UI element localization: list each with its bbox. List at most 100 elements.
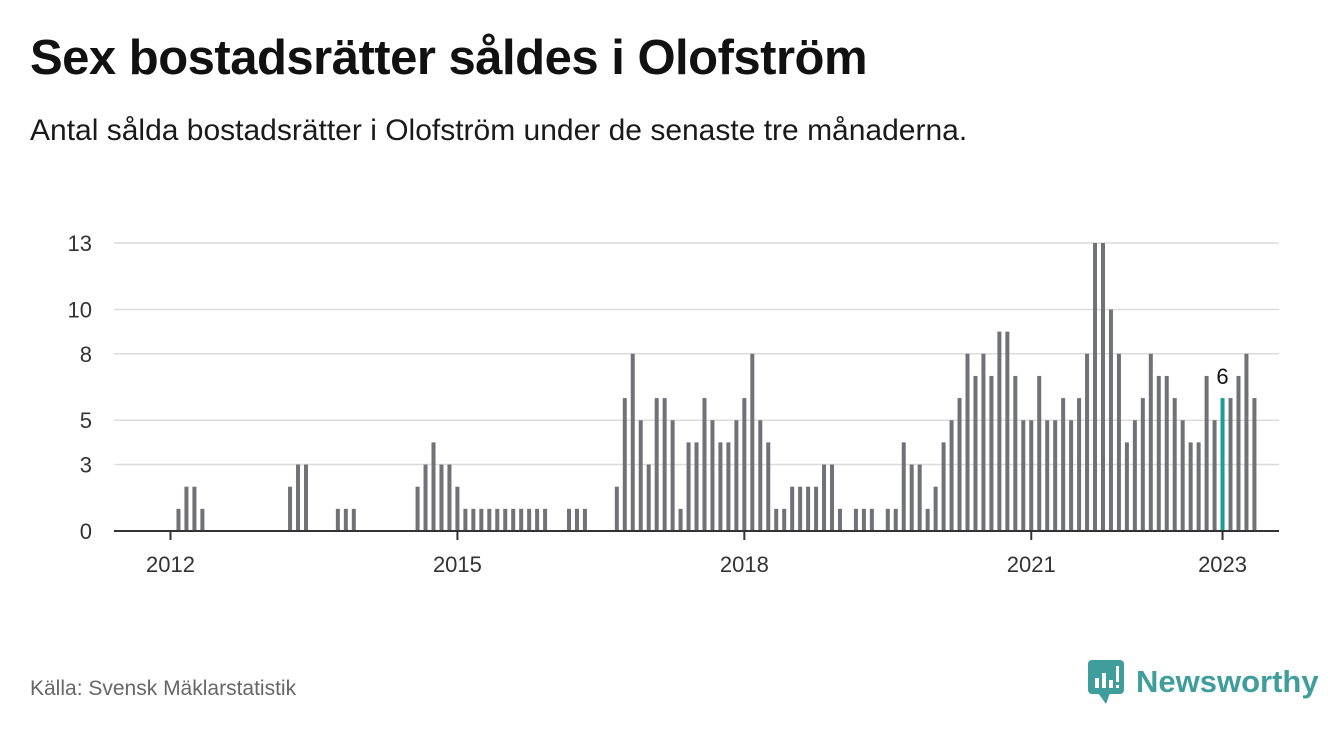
bar	[1093, 243, 1098, 531]
page-title: Sex bostadsrätter såldes i Olofström	[30, 31, 868, 85]
bar	[335, 508, 340, 531]
bar	[614, 486, 619, 531]
bar	[567, 508, 571, 531]
x-tick-label: 2015	[433, 552, 482, 577]
bar	[646, 464, 651, 531]
x-tick-label: 2023	[1198, 552, 1247, 577]
bar	[1148, 353, 1153, 531]
bar	[455, 486, 460, 531]
bar	[710, 420, 715, 531]
bar	[511, 508, 516, 531]
bar	[535, 508, 540, 531]
bar	[758, 420, 763, 531]
bar	[288, 486, 293, 531]
bar	[543, 508, 548, 531]
bar	[200, 508, 205, 531]
y-tick-label: 8	[80, 342, 92, 367]
x-tick-label: 2021	[1007, 552, 1056, 577]
bar	[949, 420, 954, 531]
bar	[1196, 442, 1201, 531]
bar	[750, 353, 755, 531]
bar	[933, 486, 938, 531]
bar	[463, 508, 468, 531]
bar	[782, 508, 787, 531]
bar	[957, 398, 962, 531]
bar	[487, 508, 492, 531]
bar	[622, 398, 627, 531]
bar	[790, 486, 795, 531]
bar	[423, 464, 428, 531]
bar	[726, 442, 731, 531]
bar	[471, 508, 476, 531]
bar	[1124, 442, 1129, 531]
bar	[686, 442, 691, 531]
bar	[798, 486, 803, 531]
bar	[917, 464, 922, 531]
bar	[343, 508, 348, 531]
y-tick-labels: 0 3 5 8 10 13	[68, 231, 92, 544]
bar	[830, 464, 835, 531]
bar	[1132, 420, 1137, 531]
bar	[1053, 420, 1058, 531]
bar	[734, 420, 739, 531]
bar	[1180, 420, 1185, 531]
bar	[1252, 398, 1257, 531]
y-tick-label: 13	[68, 231, 92, 256]
brand-name: Newsworthy	[1136, 664, 1319, 699]
bar	[582, 508, 587, 531]
bar	[853, 508, 858, 531]
bar	[1188, 442, 1193, 531]
bar	[1244, 353, 1249, 531]
bar	[503, 508, 508, 531]
bar	[925, 508, 930, 531]
bar	[893, 508, 898, 531]
bar	[439, 464, 444, 531]
bar	[869, 508, 874, 531]
bar	[638, 420, 643, 531]
bar	[415, 486, 420, 531]
bar	[1236, 375, 1241, 531]
bar	[1069, 420, 1074, 531]
bar	[527, 508, 532, 531]
bar	[742, 398, 747, 531]
bar	[1037, 375, 1042, 531]
bar	[814, 486, 819, 531]
bar	[678, 508, 683, 531]
bar	[1077, 398, 1082, 531]
bar	[519, 508, 524, 531]
bar	[176, 508, 181, 531]
bar	[1061, 398, 1066, 531]
bar	[1164, 375, 1169, 531]
y-tick-label: 5	[80, 408, 92, 433]
bar	[1116, 353, 1121, 531]
bar	[296, 464, 301, 531]
bar	[654, 398, 659, 531]
bar	[694, 442, 699, 531]
bar	[1140, 398, 1145, 531]
bar	[670, 420, 675, 531]
highlight-data-label: 6	[1216, 364, 1228, 389]
bar	[901, 442, 906, 531]
bar	[1100, 243, 1105, 531]
bar	[431, 442, 436, 531]
bar	[1085, 353, 1090, 531]
bar	[806, 486, 811, 531]
y-tick-label: 10	[68, 297, 92, 322]
bar	[909, 464, 914, 531]
bar	[718, 442, 723, 531]
y-tick-label: 3	[80, 453, 92, 478]
bar	[1045, 420, 1050, 531]
bar	[1108, 309, 1113, 531]
bar	[837, 508, 842, 531]
bar	[630, 353, 635, 531]
bar	[495, 508, 500, 531]
y-tick-label: 0	[80, 519, 92, 544]
bar	[766, 442, 771, 531]
bar	[981, 353, 986, 531]
bar	[1156, 375, 1161, 531]
bar	[774, 508, 779, 531]
bar	[479, 508, 484, 531]
bars	[176, 243, 1257, 531]
bar	[822, 464, 827, 531]
bar	[1029, 420, 1034, 531]
